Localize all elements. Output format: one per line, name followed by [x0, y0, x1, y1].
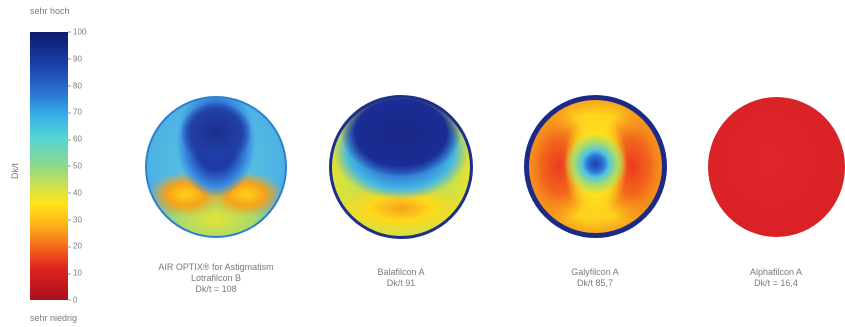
lens-dkt: Dk/t = 16,4	[754, 278, 798, 288]
tick-label: 40	[68, 188, 82, 197]
tick-label: 100	[68, 28, 86, 37]
lens-map-air-optix	[145, 96, 287, 238]
colorbar	[30, 32, 68, 300]
lens-name: Alphafilcon A	[749, 267, 803, 277]
scale-bottom-label: sehr niedrig	[30, 313, 78, 323]
lens-label-balafilcon: Balafilcon A Dk/t 91	[301, 267, 501, 289]
colorbar-ticks: 100 90 80 70 60 50 40 30 20 10 0	[68, 28, 108, 305]
axis-label: Dk/t	[10, 163, 20, 180]
lens-material: Lotrafilcon B	[190, 273, 242, 283]
lens-dkt: Dk/t 85,7	[576, 278, 614, 288]
tick-label: 0	[68, 296, 77, 305]
lens-label-alphafilcon: Alphafilcon A Dk/t = 16,4	[676, 267, 845, 289]
lens-map-alphafilcon	[708, 97, 845, 237]
lens-name: AIR OPTIX® for Astigmatism	[158, 262, 274, 272]
lens-dkt: Dk/t = 108	[195, 284, 237, 294]
lens-name: Galyfilcon A	[571, 267, 619, 277]
scale-top-label: sehr hoch	[30, 6, 70, 16]
tick-label: 10	[68, 269, 82, 278]
lens-label-galyfilcon: Galyfilcon A Dk/t 85,7	[495, 267, 695, 289]
tick-label: 90	[68, 54, 82, 63]
tick-label: 80	[68, 81, 82, 90]
lens-name: Balafilcon A	[377, 267, 425, 277]
tick-label: 70	[68, 108, 82, 117]
lens-map-balafilcon	[329, 95, 473, 239]
tick-label: 30	[68, 215, 82, 224]
lens-dkt: Dk/t 91	[386, 278, 416, 288]
tick-label: 20	[68, 242, 82, 251]
tick-label: 60	[68, 135, 82, 144]
lens-map-galyfilcon	[524, 95, 667, 238]
lens-label-air-optix: AIR OPTIX® for Astigmatism Lotrafilcon B…	[116, 262, 316, 295]
tick-label: 50	[68, 162, 82, 171]
